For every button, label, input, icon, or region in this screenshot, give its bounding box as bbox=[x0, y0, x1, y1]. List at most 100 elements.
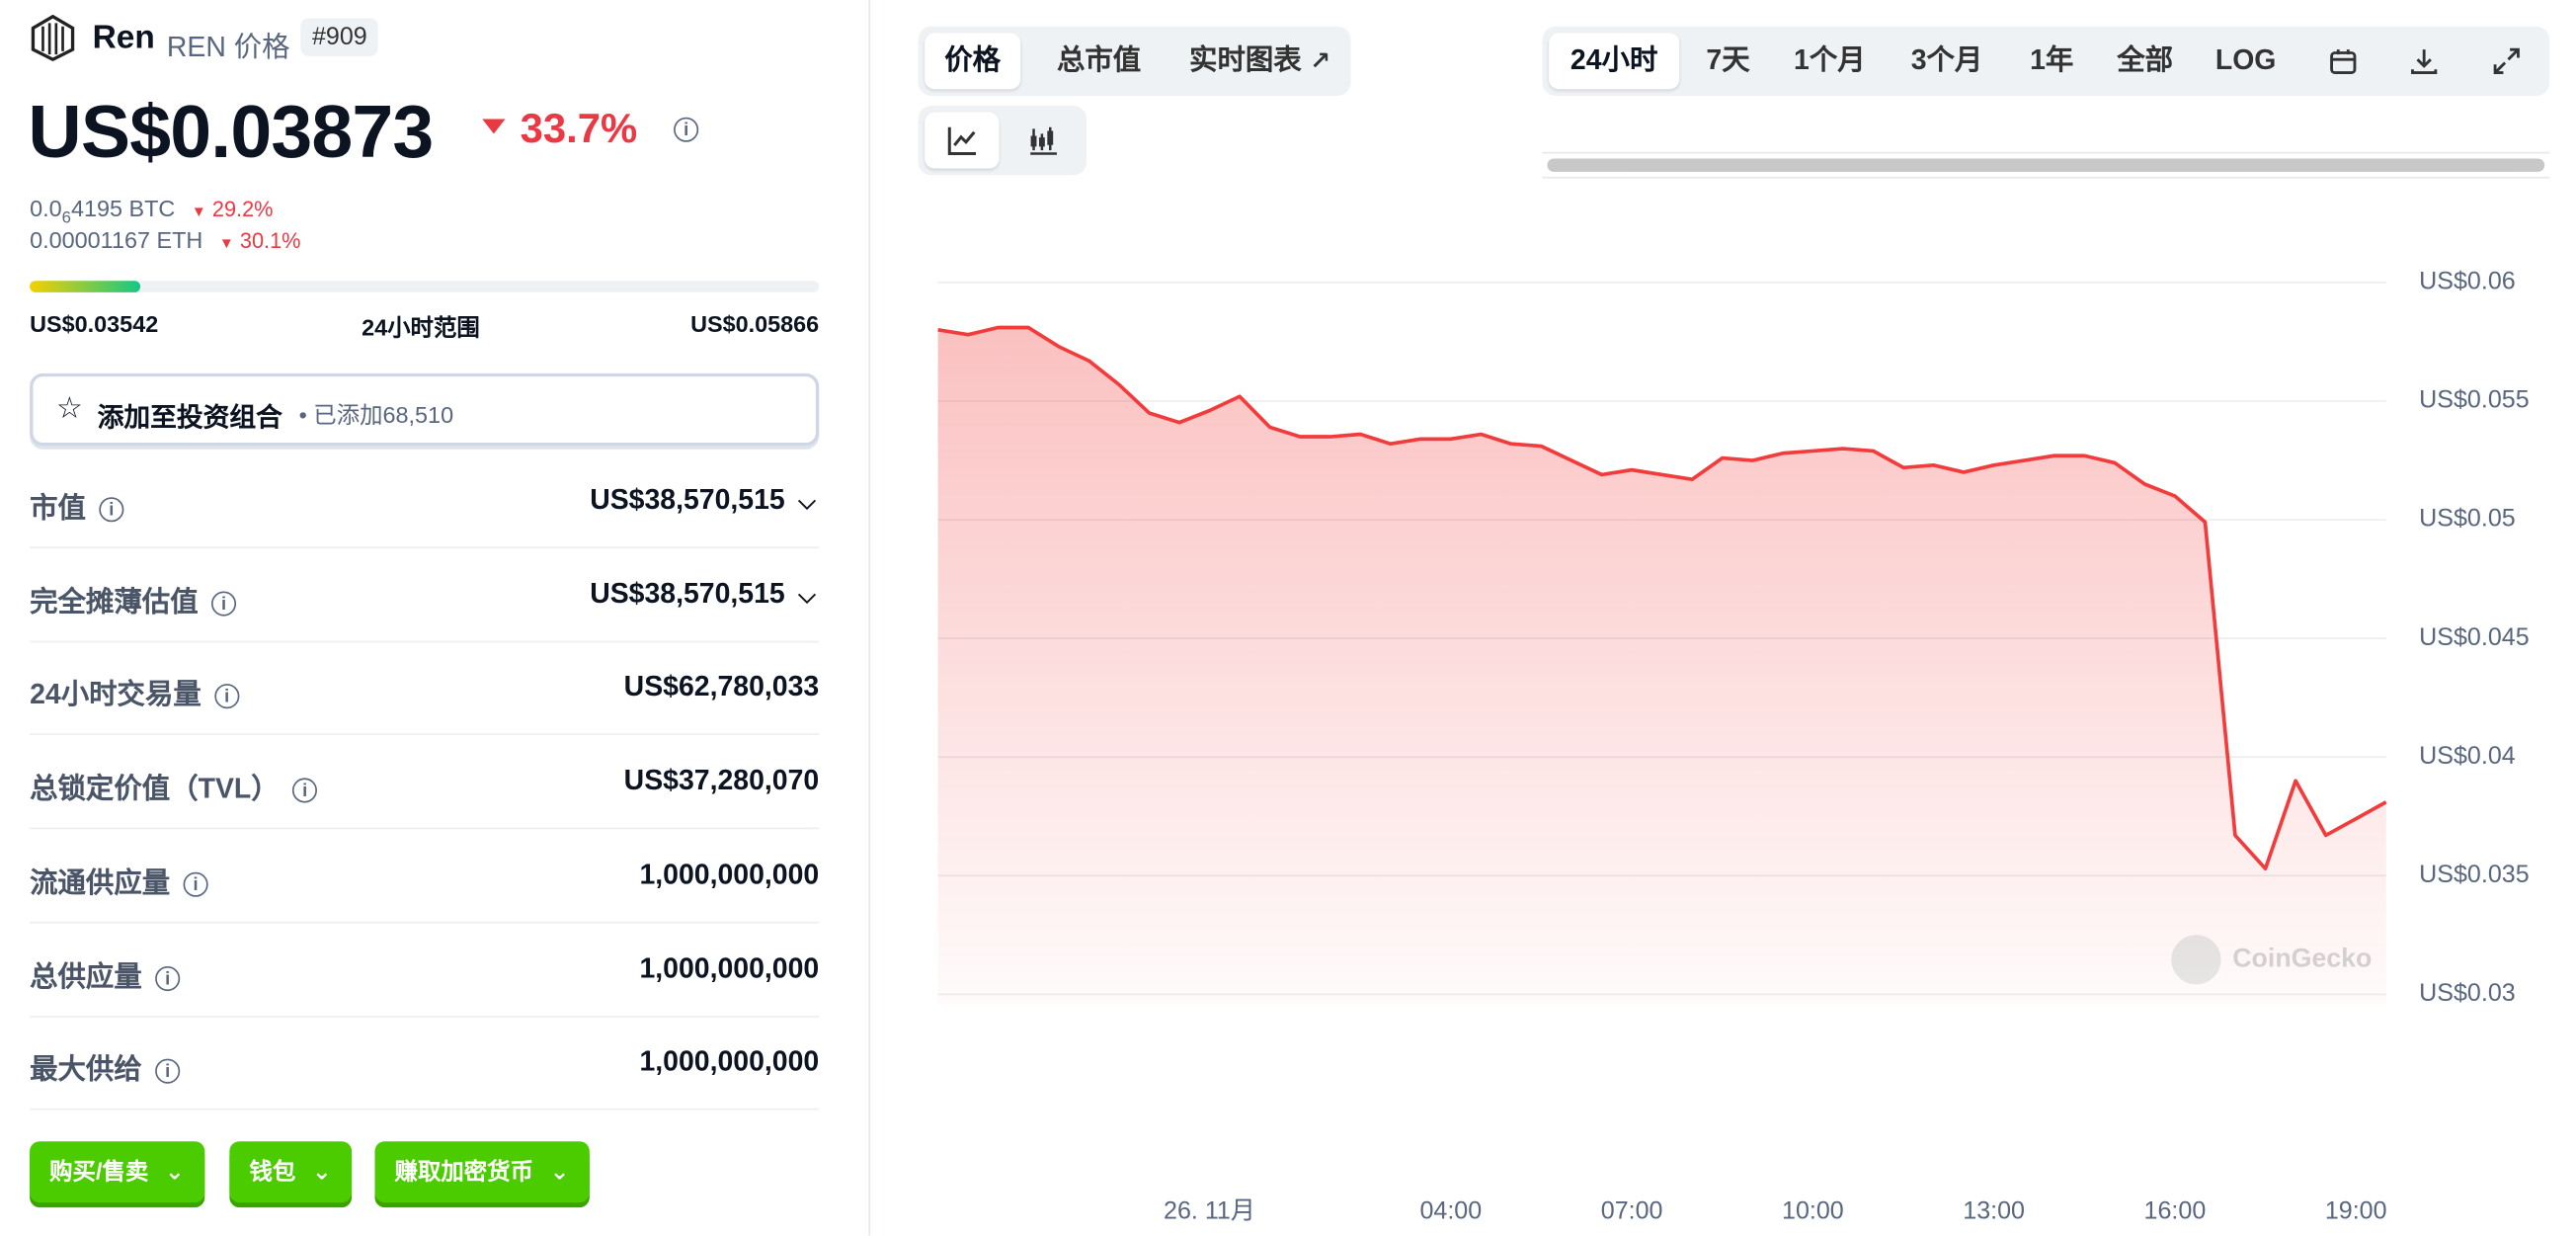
action-button[interactable]: 赚取加密货币 ⌄ bbox=[374, 1141, 590, 1203]
stat-label: 最大供给 i bbox=[30, 1046, 181, 1088]
portfolio-button[interactable]: ☆ 添加至投资组合 • 已添加68,510 bbox=[30, 372, 820, 447]
stat-label-text: 最大供给 bbox=[30, 1053, 142, 1086]
info-icon[interactable]: i bbox=[183, 871, 208, 897]
stat-value: US$38,570,515 ⌵ bbox=[590, 578, 816, 611]
chart-tab-label: 总市值 bbox=[1056, 44, 1142, 76]
x-tick-label: 04:00 bbox=[1419, 1197, 1482, 1225]
info-icon[interactable]: i bbox=[155, 965, 181, 991]
chart-tab[interactable]: 实时图表 ↗ bbox=[1177, 33, 1342, 89]
btc-rest: 4195 BTC bbox=[70, 195, 176, 222]
stat-label-text: 24小时交易量 bbox=[30, 679, 201, 711]
stat-label-text: 完全摊薄估值 bbox=[30, 585, 199, 618]
stat-label: 流通供应量 i bbox=[30, 859, 208, 900]
stat-value-text: US$62,780,033 bbox=[623, 671, 820, 703]
action-label: 赚取加密货币 bbox=[394, 1157, 533, 1185]
stat-value-text: US$38,570,515 bbox=[590, 577, 785, 610]
y-tick-label: US$0.03 bbox=[2419, 979, 2516, 1007]
action-button[interactable]: 购买/售卖 ⌄ bbox=[30, 1141, 204, 1203]
candle-style-button[interactable] bbox=[1006, 113, 1080, 169]
coin-panel: Ren REN 价格 #909 US$0.03873 33.7% i 0.064… bbox=[0, 0, 871, 1236]
range-tab[interactable]: LOG bbox=[2203, 33, 2289, 89]
range-track bbox=[30, 281, 820, 292]
range-tab[interactable]: 1年 bbox=[2016, 33, 2087, 89]
info-icon[interactable]: i bbox=[214, 684, 240, 709]
chevron: ⌄ bbox=[549, 1157, 570, 1185]
eth-change: ▼ 30.1% bbox=[218, 227, 301, 253]
range-label: 24小时范围 bbox=[362, 313, 480, 341]
stat-label: 24小时交易量 i bbox=[30, 671, 240, 712]
range-tab-label: 3个月 bbox=[1910, 44, 1983, 76]
stat-label-text: 总锁定价值（TVL） bbox=[30, 773, 280, 805]
chevron: ⌄ bbox=[311, 1157, 332, 1185]
expand-chevron[interactable]: ⌵ bbox=[798, 580, 816, 608]
eth-change-value: 30.1% bbox=[239, 227, 301, 253]
stat-value: US$37,280,070 bbox=[624, 765, 820, 797]
y-tick-label: US$0.055 bbox=[2419, 386, 2529, 414]
range-fill bbox=[30, 281, 140, 292]
btc-price: 0.064195 BTC ▼ 29.2% bbox=[30, 195, 273, 227]
down-arrow bbox=[482, 119, 506, 134]
chart-style-group bbox=[918, 105, 1087, 176]
chart-tab-group: 价格 总市值 实时图表 ↗ bbox=[918, 26, 1351, 96]
stat-label-text: 总供应量 bbox=[30, 960, 142, 992]
stat-label: 总供应量 i bbox=[30, 952, 181, 994]
eth-price: 0.00001167 ETH ▼ 30.1% bbox=[30, 226, 300, 253]
stat-row: 完全摊薄估值 i US$38,570,515 ⌵ bbox=[30, 548, 820, 642]
scroll-thumb[interactable] bbox=[1547, 158, 2545, 172]
btc-zeros: 6 bbox=[61, 208, 71, 228]
range-tab-label: 1年 bbox=[2030, 44, 2074, 76]
range-low: US$0.03542 bbox=[30, 310, 159, 338]
x-tick-label: 10:00 bbox=[1782, 1197, 1844, 1225]
info-icon[interactable]: i bbox=[210, 590, 237, 617]
calendar-icon[interactable] bbox=[2328, 46, 2358, 76]
stat-row: 最大供给 i 1,000,000,000 bbox=[30, 1016, 819, 1111]
stat-value-text: US$37,280,070 bbox=[623, 765, 820, 796]
coin-logo bbox=[31, 15, 75, 61]
stat-value: 1,000,000,000 bbox=[639, 859, 819, 891]
scrollbar[interactable] bbox=[1542, 151, 2550, 179]
coin-name: Ren bbox=[92, 20, 155, 56]
info-icon[interactable]: i bbox=[674, 117, 699, 142]
portfolio-count: • 已添加68,510 bbox=[298, 401, 454, 428]
watermark-text: CoinGecko bbox=[2232, 943, 2372, 972]
info-icon[interactable]: i bbox=[155, 1058, 181, 1085]
fullscreen-icon[interactable] bbox=[2492, 46, 2522, 76]
chart-tab-label: 实时图表 bbox=[1189, 44, 1302, 76]
info-icon[interactable]: i bbox=[99, 497, 124, 523]
range-high: US$0.05866 bbox=[690, 310, 820, 338]
rank-badge: #909 bbox=[300, 18, 379, 56]
portfolio-label: 添加至投资组合 bbox=[97, 404, 282, 434]
stat-row: 总锁定价值（TVL） i US$37,280,070 bbox=[30, 735, 820, 830]
star-icon: ☆ bbox=[55, 391, 83, 425]
range-tab[interactable]: 7天 bbox=[1691, 33, 1765, 89]
stat-label-text: 流通供应量 bbox=[30, 866, 171, 899]
range-tab[interactable]: 24小时 bbox=[1549, 33, 1680, 90]
chart-tab[interactable]: 价格 bbox=[925, 33, 1021, 90]
stat-value: 1,000,000,000 bbox=[639, 952, 819, 985]
stat-label-text: 市值 bbox=[30, 492, 86, 524]
chart-tab[interactable]: 总市值 bbox=[1027, 33, 1170, 89]
btc-change-value: 29.2% bbox=[211, 196, 274, 222]
y-tick-label: US$0.06 bbox=[2419, 268, 2516, 295]
info-icon[interactable]: i bbox=[292, 778, 318, 803]
action-button[interactable]: 钱包 ⌄ bbox=[229, 1141, 352, 1203]
x-tick-label: 19:00 bbox=[2325, 1197, 2387, 1225]
eth-value: 0.00001167 ETH bbox=[30, 226, 203, 253]
range-tab-label: 24小时 bbox=[1570, 44, 1658, 76]
range-tab[interactable]: 全部 bbox=[2101, 33, 2190, 89]
y-tick-label: US$0.05 bbox=[2419, 505, 2516, 533]
stat-value: US$62,780,033 bbox=[624, 671, 820, 703]
range-tab-label: LOG bbox=[2214, 44, 2277, 76]
range-tab[interactable]: 1个月 bbox=[1780, 33, 1879, 89]
action-label: 钱包 bbox=[249, 1157, 296, 1185]
stat-value: US$38,570,515 ⌵ bbox=[590, 484, 816, 517]
expand-chevron[interactable]: ⌵ bbox=[798, 487, 816, 514]
stat-value-text: 1,000,000,000 bbox=[639, 951, 820, 984]
download-icon[interactable] bbox=[2409, 46, 2439, 76]
action-label: 购买/售卖 bbox=[49, 1157, 149, 1185]
line-style-button[interactable] bbox=[925, 112, 1000, 169]
range-tab[interactable]: 3个月 bbox=[1892, 33, 2001, 89]
